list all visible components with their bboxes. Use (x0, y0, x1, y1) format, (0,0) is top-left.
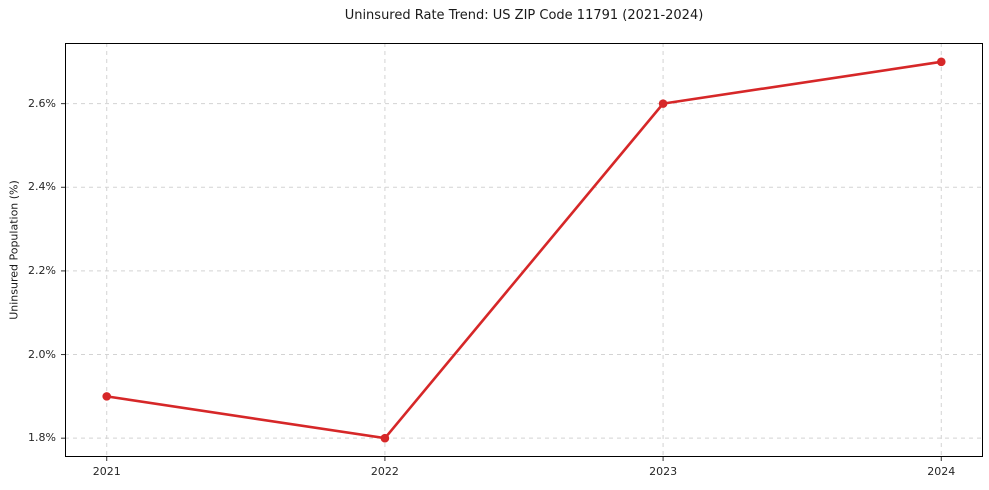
y-tick-label: 1.8% (28, 431, 56, 445)
data-point-marker (658, 99, 668, 108)
chart-title: Uninsured Rate Trend: US ZIP Code 11791 … (344, 8, 704, 23)
data-point-marker (102, 392, 112, 401)
x-tick-label: 2022 (370, 465, 399, 478)
y-tick-label: 2.2% (28, 263, 56, 277)
y-tick-label: 2.0% (28, 347, 56, 361)
y-tick-label: 2.6% (28, 96, 56, 110)
data-line (105, 60, 943, 440)
plot-border (65, 43, 983, 457)
data-point-marker (936, 57, 946, 67)
x-tick-label: 2023 (649, 465, 678, 478)
x-tick-label: 2024 (927, 465, 956, 478)
x-tick-label: 2021 (92, 465, 121, 478)
y-tick-label: 2.4% (28, 180, 56, 194)
data-point-marker (380, 433, 390, 443)
